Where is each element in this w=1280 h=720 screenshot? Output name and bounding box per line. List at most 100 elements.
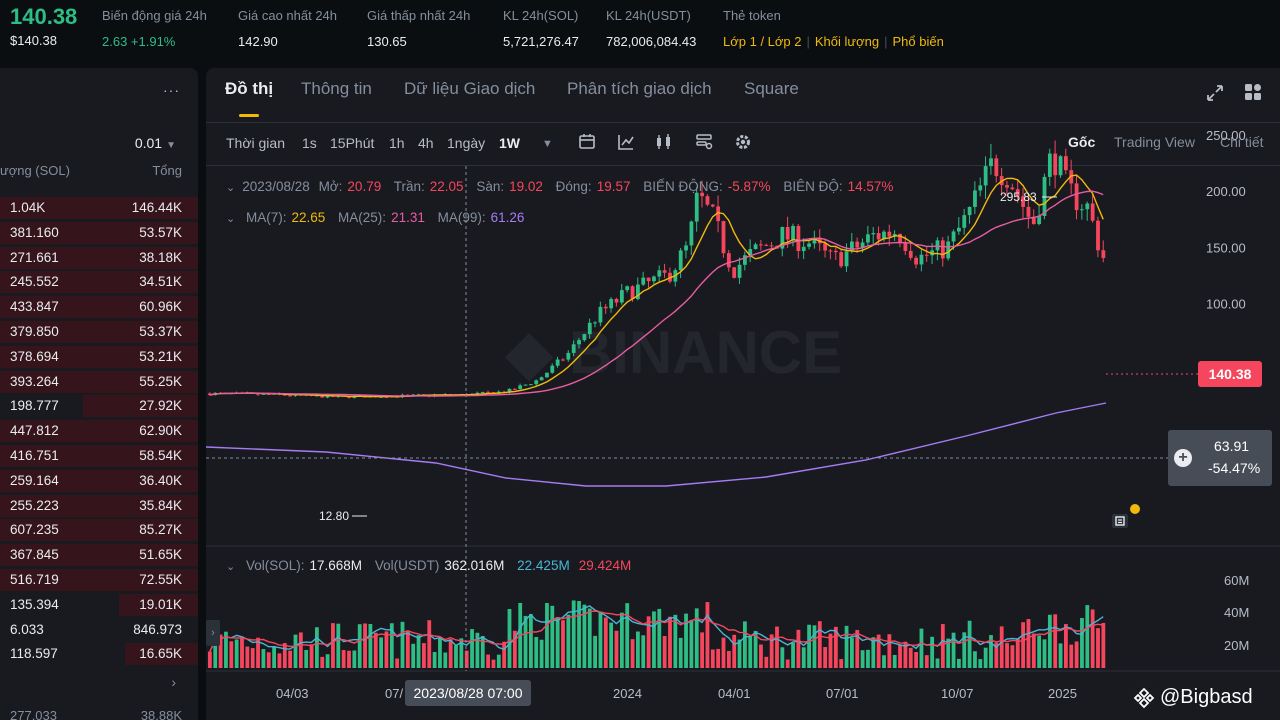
layout-icon[interactable]	[1244, 83, 1262, 101]
indicator-icon[interactable]	[616, 132, 636, 152]
ask-row[interactable]: 393.264 55.25K	[0, 370, 198, 395]
volume-bar	[534, 636, 539, 668]
volume-bar	[748, 635, 753, 668]
ask-total-partial: 38.88K	[140, 708, 182, 720]
interval-dropdown-icon[interactable]: ▼	[542, 138, 553, 150]
volume-bar	[282, 643, 287, 668]
interval-15m[interactable]: 15Phút	[330, 135, 375, 151]
view-tradingview[interactable]: Trading View	[1114, 134, 1195, 150]
volume-bar	[587, 608, 592, 668]
ask-row[interactable]: 367.845 51.65K	[0, 543, 198, 568]
collapse-caret-icon[interactable]: ⌄	[226, 182, 236, 194]
volume-bar	[1085, 605, 1090, 668]
volume-bar	[801, 647, 806, 668]
volume-bar	[978, 659, 983, 668]
candle-body	[914, 257, 918, 265]
template-icon[interactable]	[694, 132, 714, 152]
interval-1w[interactable]: 1W	[499, 135, 520, 151]
ask-row[interactable]: 516.719 72.55K	[0, 568, 198, 593]
price-chart[interactable]: ◆ BINANCE 250.00 200.00 150.00 100.00 60M 40M 2…	[206, 68, 1280, 720]
ask-row[interactable]: 245.552 34.51K	[0, 270, 198, 295]
tag-layer[interactable]: Lớp 1 / Lớp 2	[723, 34, 802, 49]
candle-body	[860, 242, 865, 248]
volume-bar	[491, 659, 496, 668]
ask-row[interactable]: 259.164 36.40K	[0, 469, 198, 494]
ask-row[interactable]: 271.661 38.18K	[0, 246, 198, 271]
interval-1d[interactable]: 1ngày	[447, 135, 486, 151]
ask-row[interactable]: 198.777 27.92K	[0, 394, 198, 419]
ask-total: 146.44K	[131, 200, 182, 215]
expand-icon[interactable]: ›	[171, 674, 176, 690]
tab-chart[interactable]: Đồ thị	[225, 79, 274, 98]
ask-row[interactable]: 1.04K 146.44K	[0, 196, 198, 221]
ask-row[interactable]: 447.812 62.90K	[0, 419, 198, 444]
volume-bar	[903, 641, 908, 668]
ask-row[interactable]: 135.394 19.01K	[0, 593, 198, 618]
volume-bar	[614, 630, 619, 668]
add-order-icon[interactable]: +	[1174, 449, 1192, 467]
chart-panel: Đồ thị Thông tin Dữ liệu Giao dịch Phân …	[206, 68, 1280, 720]
high-value-ohlc: 22.05	[429, 179, 464, 194]
alert-icon[interactable]	[1110, 511, 1132, 531]
candle-body	[924, 254, 929, 256]
collapse-caret-icon[interactable]: ⌄	[226, 561, 236, 573]
time-tick-label: 10/07	[941, 686, 974, 701]
volume-bar	[405, 630, 410, 668]
view-original[interactable]: Gốc	[1068, 134, 1096, 150]
volume-ma-short-line	[209, 605, 1104, 652]
candle-body	[823, 243, 828, 251]
precision-select[interactable]: 0.01 ▼	[135, 135, 176, 151]
candle-type-icon[interactable]	[654, 132, 674, 152]
interval-1h[interactable]: 1h	[389, 135, 405, 151]
candle-body	[507, 388, 512, 393]
candle-body	[1047, 153, 1052, 177]
ask-total: 58.54K	[139, 448, 182, 463]
depth-bar	[0, 246, 198, 269]
ask-total: 36.40K	[139, 472, 182, 488]
ask-row[interactable]: 379.850 53.37K	[0, 320, 198, 345]
candle-body	[791, 226, 795, 240]
depth-bar	[0, 569, 198, 591]
candle-body	[652, 276, 656, 282]
collapse-caret-icon[interactable]: ⌄	[226, 213, 236, 225]
ask-row[interactable]: 118.597 16.65K	[0, 642, 198, 667]
ma7-label: MA(7):	[245, 210, 287, 225]
calendar-icon[interactable]	[577, 132, 597, 152]
ma99-line	[206, 402, 1107, 487]
volume-bar	[684, 613, 688, 668]
fullscreen-icon[interactable]	[1206, 84, 1224, 102]
volume-bar	[775, 626, 779, 668]
volume-bar	[582, 604, 587, 668]
low-value: 130.65	[367, 34, 407, 49]
tab-info[interactable]: Thông tin	[301, 79, 372, 98]
volume-bar	[764, 656, 769, 668]
ask-row[interactable]: 255.223 35.84K	[0, 494, 198, 519]
volume-bar	[999, 626, 1004, 668]
ask-row[interactable]: 433.847 60.96K	[0, 295, 198, 320]
volume-bar	[459, 638, 464, 668]
volume-tick-label: 20M	[1224, 638, 1249, 653]
settings-icon[interactable]	[733, 132, 753, 152]
volume-bar	[395, 658, 400, 668]
view-depth[interactable]: Chi tiết	[1220, 134, 1264, 150]
tab-square[interactable]: Square	[744, 79, 799, 98]
ask-row[interactable]: 378.694 53.21K	[0, 345, 198, 370]
candle-body	[903, 242, 908, 251]
scroll-left-icon[interactable]: ›	[206, 620, 220, 646]
interval-1s[interactable]: 1s	[302, 135, 317, 151]
volume-bar	[866, 649, 870, 668]
volume-bar	[753, 630, 758, 668]
tab-trading-data[interactable]: Dữ liệu Giao dịch	[404, 79, 536, 98]
orderbook-menu-icon[interactable]: ···	[163, 82, 180, 98]
tab-trading-analysis[interactable]: Phân tích giao dịch	[567, 79, 712, 98]
tag-volume[interactable]: Khối lượng	[814, 34, 880, 49]
interval-4h[interactable]: 4h	[418, 135, 434, 151]
ask-row[interactable]: 607.235 85.27K	[0, 518, 198, 543]
volume-bar	[892, 654, 897, 668]
candle-body	[705, 196, 710, 205]
ask-row[interactable]: 6.033 846.973	[0, 618, 198, 643]
volume-bar	[983, 647, 988, 668]
tag-popular[interactable]: Phổ biến	[892, 34, 944, 49]
ask-row[interactable]: 416.751 58.54K	[0, 444, 198, 469]
ask-row[interactable]: 381.160 53.57K	[0, 221, 198, 246]
